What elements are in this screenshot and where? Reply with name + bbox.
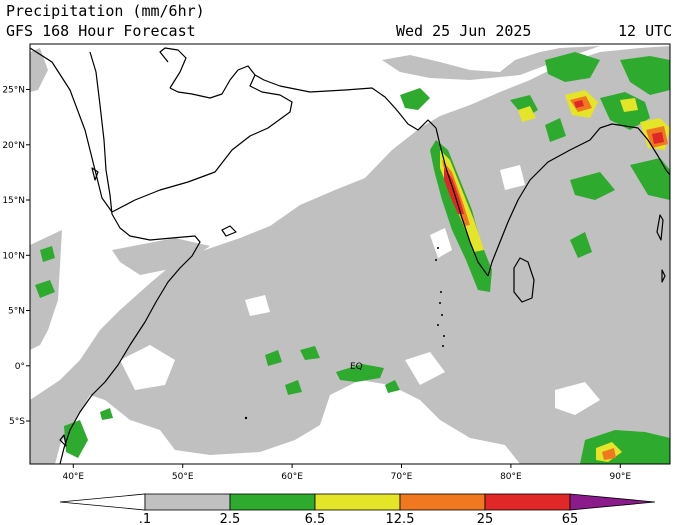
lon-tick-label: 90°E: [609, 472, 631, 482]
precip-gaps: [120, 165, 600, 415]
forecast-date: Wed 25 Jun 2025: [396, 22, 532, 40]
colorbar-segment-lt-0.1: [59, 493, 146, 511]
colorbar-segment-gt-65: [569, 493, 656, 511]
colorbar: .1 2.5 6.5 12.5 25 65: [59, 493, 656, 525]
lat-tick-label: 20°N: [2, 141, 25, 151]
colorbar-label: 65: [562, 512, 579, 525]
colorbar-segment-25-65: [484, 493, 571, 511]
coastlines: [30, 47, 670, 464]
island-dots: [244, 247, 445, 420]
colorbar-label: 6.5: [305, 512, 326, 525]
lat-tick-label: 5°N: [8, 307, 25, 317]
equator-label: EQ: [350, 362, 363, 372]
colorbar-segment-2.5-6.5: [229, 493, 316, 511]
latitude-axis: 25°N 20°N 15°N 10°N 5°N 0° 5°S: [2, 86, 30, 427]
lat-tick-label: 0°: [15, 362, 25, 372]
lat-tick-label: 15°N: [2, 196, 25, 206]
lat-tick-label: 10°N: [2, 251, 25, 261]
colorbar-segment-12.5-25: [399, 493, 486, 511]
colorbar-label: 2.5: [220, 512, 241, 525]
lat-tick-label: 5°S: [9, 417, 25, 427]
colorbar-segment-6.5-12.5: [314, 493, 401, 511]
colorbar-label: .1: [139, 512, 151, 525]
map-area: [30, 44, 670, 464]
lon-tick-label: 40°E: [62, 472, 84, 482]
lon-tick-label: 80°E: [500, 472, 522, 482]
map-frame: [29, 43, 671, 465]
lon-tick-label: 50°E: [172, 472, 194, 482]
lon-tick-label: 60°E: [281, 472, 303, 482]
colorbar-label: 25: [477, 512, 494, 525]
forecast-time: 12 UTC: [618, 22, 673, 40]
longitude-axis: 40°E 50°E 60°E 70°E 80°E 90°E: [62, 464, 631, 482]
colorbar-label: 12.5: [386, 512, 415, 525]
colorbar-segment-0.1-2.5: [144, 493, 231, 511]
map-title: Precipitation (mm/6hr): [6, 2, 205, 20]
forecast-subtitle: GFS 168 Hour Forecast: [6, 22, 196, 40]
lat-tick-label: 25°N: [2, 86, 25, 96]
lon-tick-label: 70°E: [391, 472, 413, 482]
